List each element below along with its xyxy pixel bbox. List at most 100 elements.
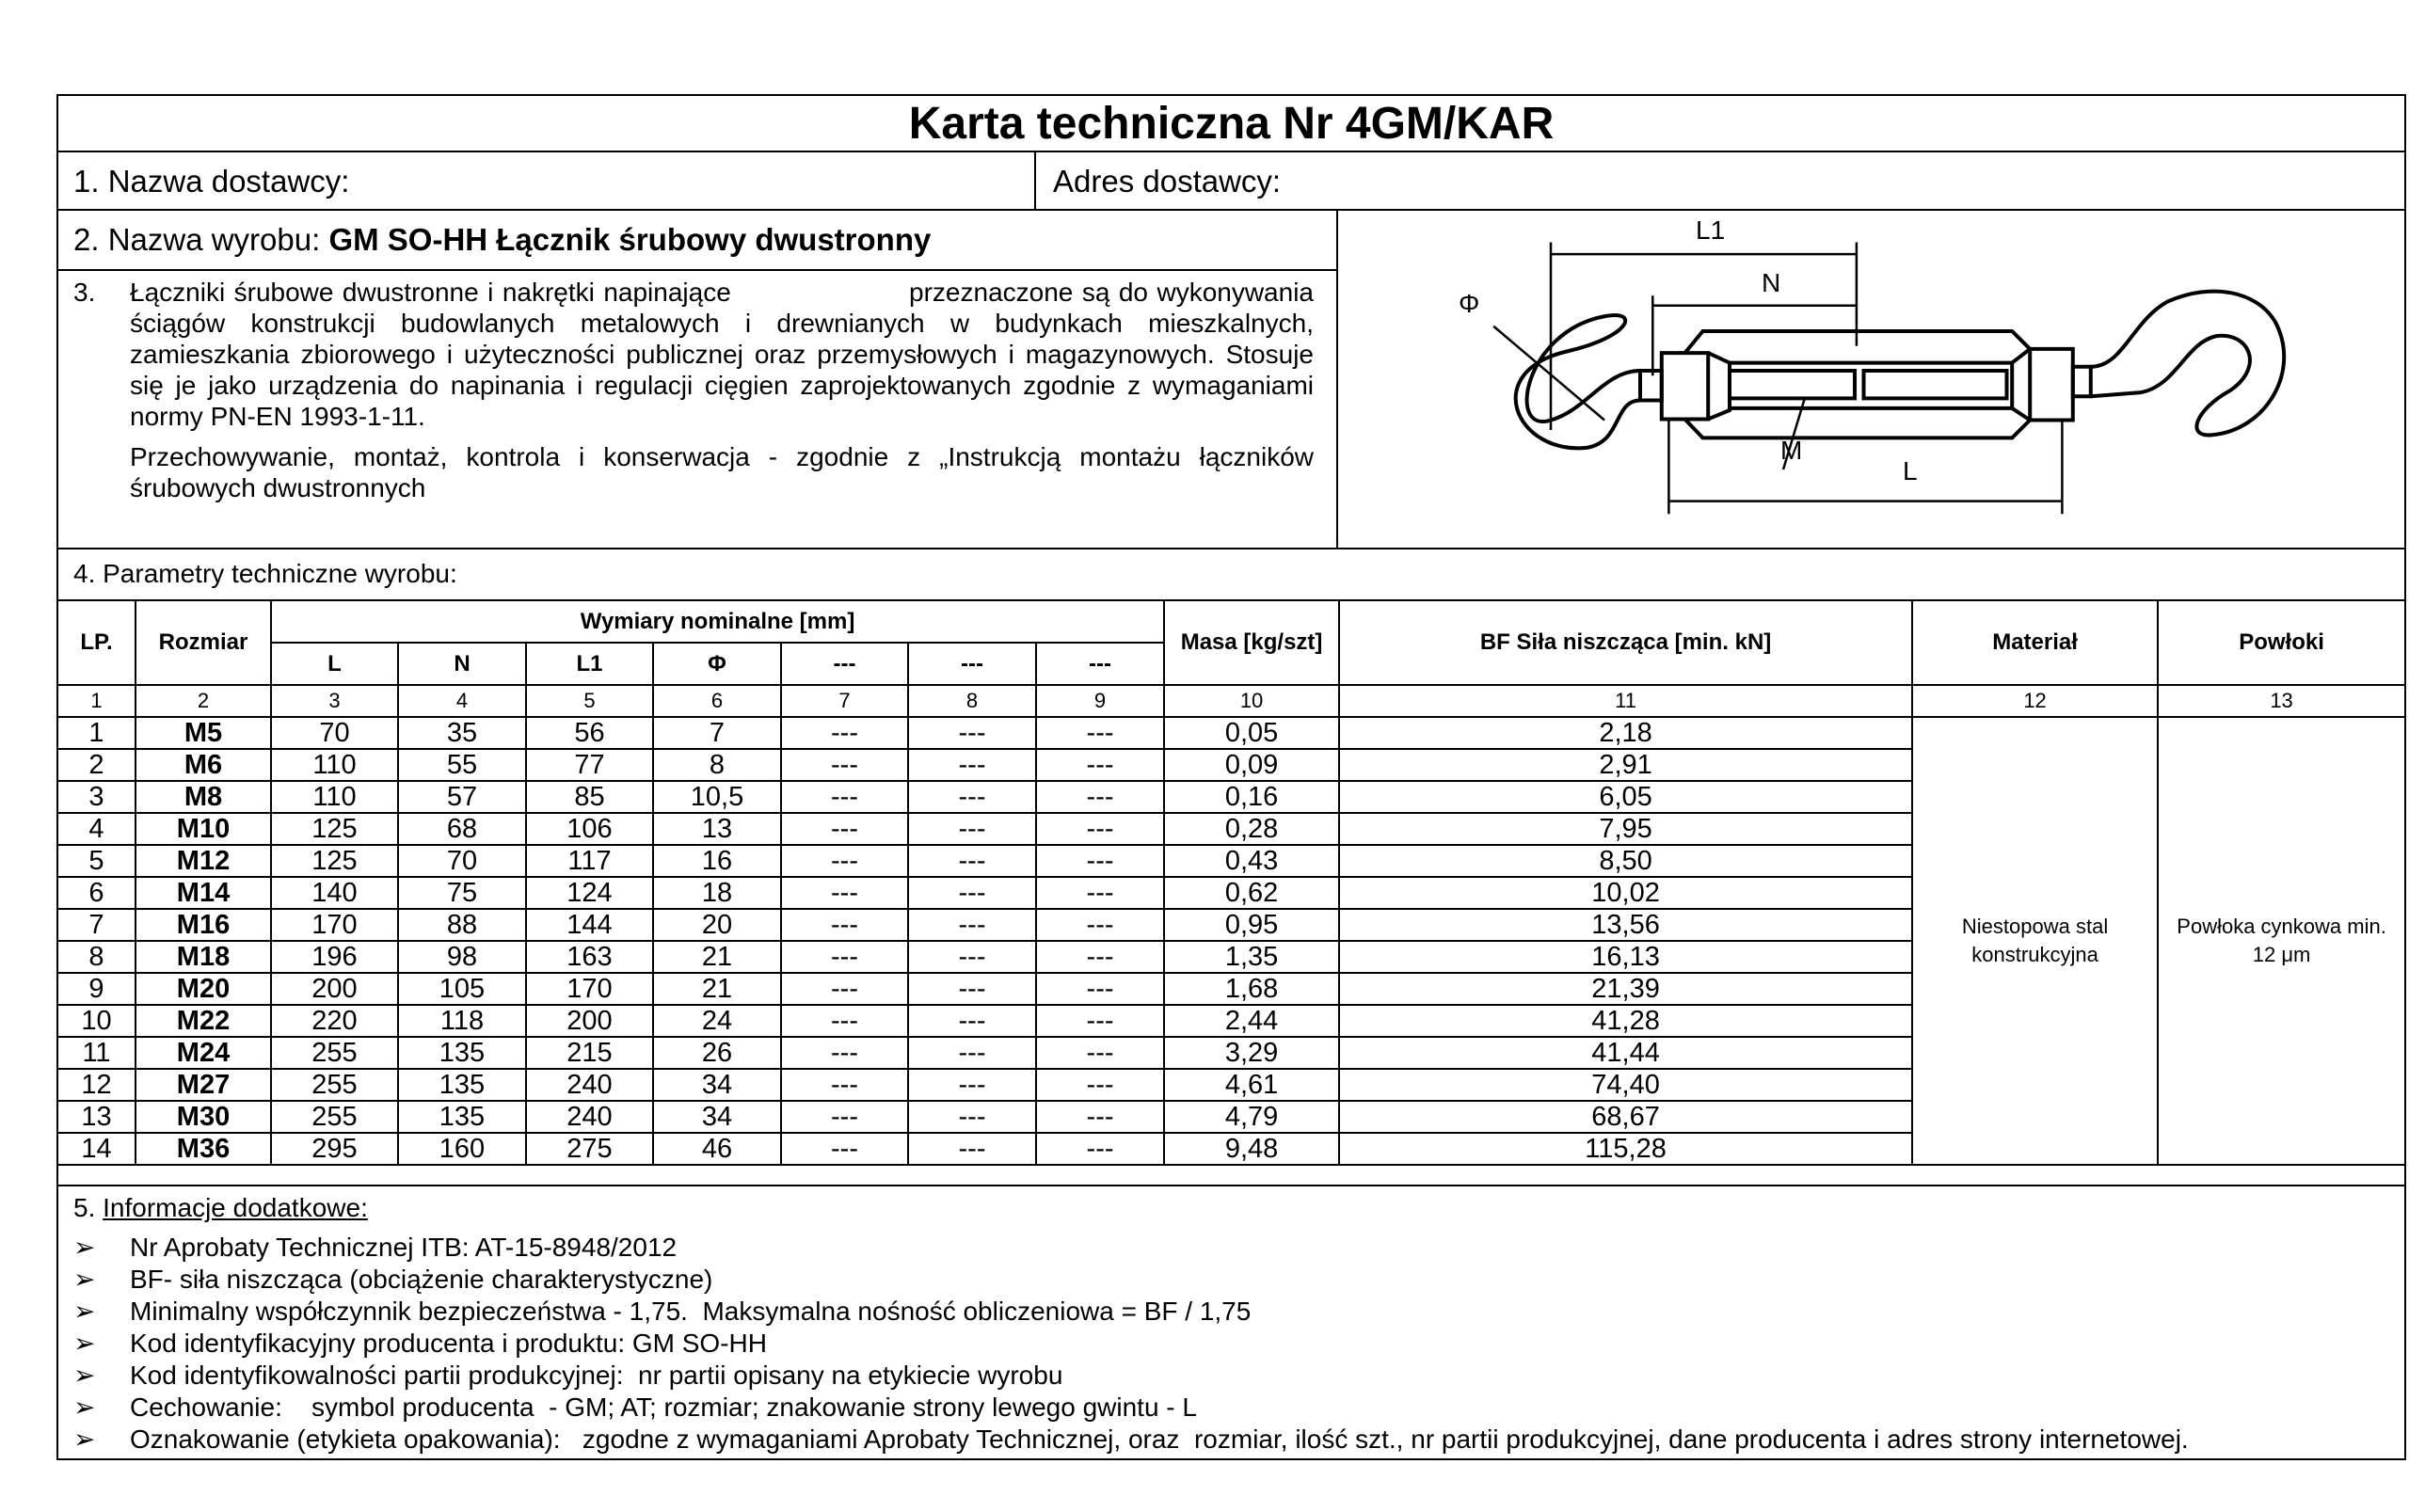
parameters-table: LP. Rozmiar Wymiary nominalne [mm] Masa … (58, 599, 2405, 1166)
table-row: 9 M20 200 105 170 21 --- --- --- 1,68 21,39 (58, 972, 2404, 1006)
table-cell: 0,28 (1163, 812, 1341, 846)
product-name-label: 2. Nazwa wyrobu: (73, 222, 329, 257)
table-cell: --- (1034, 780, 1166, 814)
column-number: 1 (58, 684, 136, 718)
header-mass: Masa [kg/szt] (1163, 599, 1341, 686)
list-item-text: Oznakowanie (etykieta opakowania): zgodn… (130, 1424, 2189, 1454)
table-cell: 255 (270, 1100, 399, 1134)
list-item: ➢ Minimalny współczynnik bezpieczeństwa -… (73, 1296, 2189, 1328)
table-cell: --- (780, 748, 909, 782)
table-row: 14 M36 295 160 275 46 --- --- --- 9,48 115,28 (58, 1132, 2404, 1166)
table-cell: --- (907, 1132, 1037, 1166)
table-cell: 160 (397, 1132, 527, 1166)
table-cell: 275 (525, 1132, 654, 1166)
dimension-label-phi: Φ (1459, 289, 1480, 318)
table-row: 13 M30 255 135 240 34 --- --- --- 4,79 68,67 (58, 1100, 2404, 1134)
table-cell: 9 (58, 972, 136, 1006)
table-cell: 6 (58, 876, 136, 910)
table-cell: M24 (135, 1036, 272, 1070)
table-cell: 13 (58, 1100, 136, 1134)
table-cell: 88 (397, 908, 527, 942)
table-cell: 117 (525, 844, 654, 878)
column-number: 5 (525, 684, 654, 718)
table-cell: --- (907, 844, 1037, 878)
table-cell: 8 (652, 748, 782, 782)
header-dimensions: Wymiary nominalne [mm] (269, 599, 1166, 644)
table-cell: M6 (135, 748, 272, 782)
table-cell: --- (1034, 940, 1166, 974)
table-cell: 68 (397, 812, 527, 846)
table-cell: 6,05 (1338, 780, 1913, 814)
table-cell: M5 (135, 716, 272, 750)
header-material: Materiał (1911, 599, 2160, 686)
table-cell: --- (1034, 1036, 1166, 1070)
table-cell: 55 (397, 748, 527, 782)
header-size: Rozmiar (135, 599, 272, 686)
dimension-label-m: M (1780, 436, 1803, 465)
table-cell: 4,61 (1163, 1068, 1341, 1102)
table-cell: 0,05 (1163, 716, 1341, 750)
table-cell: 240 (525, 1100, 654, 1134)
table-cell: M10 (135, 812, 272, 846)
dimension-label-n: N (1762, 268, 1781, 297)
table-cell: --- (907, 1100, 1037, 1134)
table-cell: 2,18 (1338, 716, 1914, 750)
table-cell: 4 (58, 812, 136, 846)
description-paragraph: Łączniki śrubowe dwustronne i nakrętki n… (130, 278, 1321, 431)
table-row: 11 M24 255 135 215 26 --- --- --- 3,29 41,44 (58, 1036, 2404, 1070)
table-cell: 220 (270, 1004, 399, 1038)
table-cell: M36 (135, 1132, 272, 1166)
table-cell: --- (1034, 1100, 1166, 1134)
table-cell: --- (907, 780, 1037, 814)
table-cell: 14 (58, 1132, 136, 1166)
material-cell: Niestopowa stal konstrukcyjna (1911, 716, 2160, 1166)
table-cell: 70 (270, 716, 399, 750)
table-cell: 56 (525, 716, 654, 750)
table-cell: 10,5 (652, 780, 782, 814)
table-cell: 98 (397, 940, 527, 974)
table-row: 1 M5 70 35 56 7 --- --- --- 0,05 2,18 Niestopowa st… (58, 716, 2405, 1166)
table-cell: --- (1034, 908, 1166, 942)
coating-cell: Powłoka cynkowa min. 12 μm (2157, 716, 2405, 1166)
table-cell: --- (780, 1036, 909, 1070)
table-cell: --- (780, 812, 909, 846)
table-cell: 85 (525, 780, 654, 814)
table-cell: 75 (397, 876, 527, 910)
table-cell: 13,56 (1338, 908, 1913, 942)
product-description: 3. Łączniki śrubowe dwustronne i nakrętk… (58, 271, 1338, 548)
storage-paragraph: Przechowywanie, montaż, kontrola i konse… (130, 442, 1314, 502)
table-cell: 0,09 (1163, 748, 1341, 782)
header-col8: --- (907, 642, 1037, 686)
column-number: 11 (1338, 684, 1914, 718)
table-cell: 144 (525, 908, 654, 942)
table-cell: --- (907, 716, 1037, 750)
table-cell: 10 (58, 1004, 136, 1038)
table-cell: 135 (397, 1068, 527, 1102)
table-cell: 16 (652, 844, 782, 878)
bullet-arrow-icon: ➢ (73, 1233, 96, 1262)
header-bf: BF Siła niszcząca [min. kN] (1338, 599, 1914, 686)
table-cell: 2,44 (1163, 1004, 1341, 1038)
table-cell: 7 (652, 716, 782, 750)
list-item: ➢ Oznakowanie (etykieta opakowania): zgod… (73, 1424, 2189, 1456)
table-cell: 46 (652, 1132, 782, 1166)
list-item: ➢ Nr Aprobaty Technicznej ITB: AT-15-8948… (73, 1232, 2189, 1264)
table-cell: 2,91 (1338, 748, 1913, 782)
table-cell: 10,02 (1338, 876, 1913, 910)
table-cell: 115,28 (1338, 1132, 1913, 1166)
table-cell: 7 (58, 908, 136, 942)
list-item-text: Nr Aprobaty Technicznej ITB: AT-15-8948/… (130, 1233, 678, 1262)
table-cell: 12 (58, 1068, 136, 1102)
table-cell: 196 (270, 940, 399, 974)
table-cell: 125 (270, 844, 399, 878)
column-number: 9 (1034, 684, 1166, 718)
table-cell: 110 (270, 780, 399, 814)
header-col9: --- (1034, 642, 1165, 686)
list-item: ➢ Kod identyfikacyjny producenta i produk… (73, 1328, 2189, 1360)
bullet-arrow-icon: ➢ (73, 1361, 96, 1390)
supplier-row: 1. Nazwa dostawcy: Adres dostawcy: (58, 152, 2404, 211)
list-item: ➢ Kod identyfikowalności partii produkcyj… (73, 1360, 2189, 1392)
column-number: 6 (652, 684, 782, 718)
dimension-label-l1: L1 (1696, 215, 1726, 245)
list-item-text: Cechowanie: symbol producenta - GM; AT; … (130, 1393, 1197, 1422)
